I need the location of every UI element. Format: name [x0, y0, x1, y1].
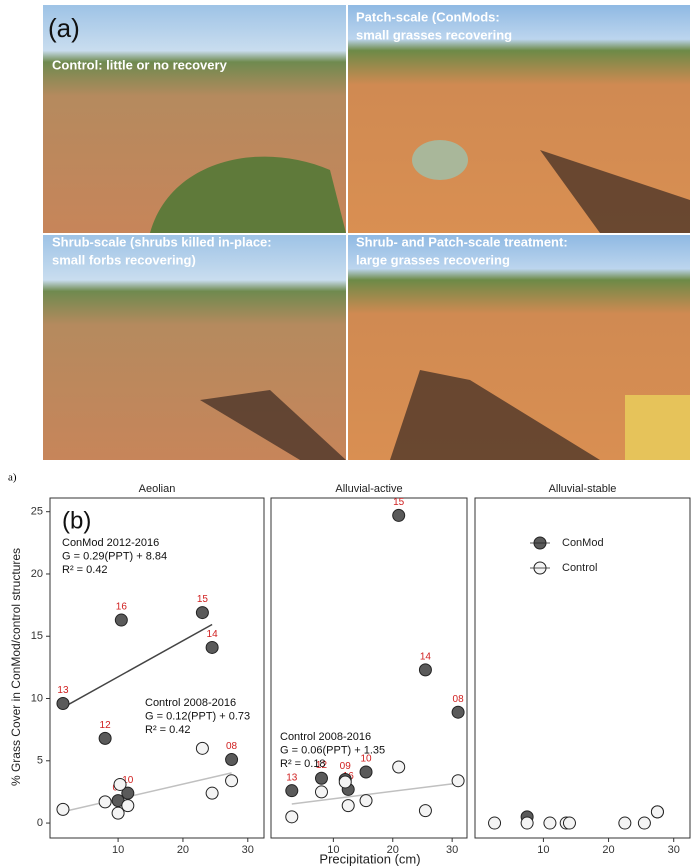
x-tick-label: 20 — [602, 844, 614, 856]
point — [452, 775, 464, 787]
x-tick-label: 30 — [668, 844, 680, 856]
y-tick-label: 0 — [37, 817, 43, 829]
point-label: 14 — [207, 629, 219, 640]
point-label: 15 — [393, 497, 405, 508]
point — [114, 778, 126, 790]
shrub — [412, 140, 468, 180]
point — [339, 776, 351, 788]
annotation: G = 0.29(PPT) + 8.84 — [62, 550, 167, 562]
point-label: 12 — [100, 720, 112, 731]
panel-label: (a) — [48, 13, 80, 43]
point — [196, 607, 208, 619]
x-tick-label: 20 — [177, 844, 189, 856]
annotation: Control 2008-2016 — [280, 731, 371, 743]
point — [489, 817, 501, 829]
point-label: 08 — [226, 741, 238, 752]
point — [226, 754, 238, 766]
panel-title: Alluvial-active — [335, 483, 402, 495]
photo-label: small forbs recovering) — [52, 252, 196, 267]
photo-label: Shrub-scale (shrubs killed in-place: — [52, 234, 272, 249]
annotation: R² = 0.42 — [62, 564, 108, 576]
point-label: 09 — [340, 761, 352, 772]
point — [544, 817, 556, 829]
point — [651, 806, 663, 818]
point — [521, 817, 533, 829]
point — [360, 795, 372, 807]
y-tick-label: 15 — [31, 630, 43, 642]
point — [619, 817, 631, 829]
y-axis-label: % Grass Cover in ConMod/control structur… — [9, 548, 23, 786]
point — [419, 805, 431, 817]
corner-label: a) — [8, 472, 17, 484]
point — [206, 787, 218, 799]
point — [57, 697, 69, 709]
legend-label: ConMod — [562, 537, 604, 549]
point — [286, 811, 298, 823]
point — [315, 772, 327, 784]
annotation: G = 0.06(PPT) + 1.35 — [280, 744, 385, 756]
photo-label: Patch-scale (ConMods: — [356, 9, 500, 24]
photo-label: small grasses recovering — [356, 27, 512, 42]
annotation: Control 2008-2016 — [145, 697, 236, 709]
point — [393, 509, 405, 521]
point — [342, 800, 354, 812]
point — [452, 706, 464, 718]
panel-title: Aeolian — [139, 483, 176, 495]
annotation: R² = 0.42 — [145, 724, 191, 736]
point — [99, 732, 111, 744]
point — [115, 614, 127, 626]
x-tick-label: 30 — [242, 844, 254, 856]
point-label: 13 — [286, 772, 298, 783]
point — [360, 766, 372, 778]
point — [563, 817, 575, 829]
point-label: 15 — [197, 594, 209, 605]
y-tick-label: 20 — [31, 568, 43, 580]
point — [206, 641, 218, 653]
y-tick-label: 10 — [31, 692, 43, 704]
board — [625, 395, 690, 460]
panel-label: (b) — [62, 507, 91, 534]
x-tick-label: 10 — [112, 844, 124, 856]
point-label: 13 — [57, 685, 69, 696]
legend-label: Control — [562, 562, 597, 574]
panel-title: Alluvial-stable — [549, 483, 617, 495]
point — [57, 803, 69, 815]
annotation: ConMod 2012-2016 — [62, 537, 159, 549]
x-tick-label: 10 — [327, 844, 339, 856]
point — [419, 664, 431, 676]
x-tick-label: 20 — [387, 844, 399, 856]
point-label: 08 — [453, 694, 465, 705]
point — [99, 796, 111, 808]
photo-panel: (a) — [43, 5, 690, 460]
x-tick-label: 10 — [537, 844, 549, 856]
point — [286, 785, 298, 797]
photo-label: Shrub- and Patch-scale treatment: — [356, 234, 568, 249]
point — [122, 800, 134, 812]
point-label: 16 — [116, 602, 128, 613]
point — [638, 817, 650, 829]
annotation: G = 0.12(PPT) + 0.73 — [145, 710, 250, 722]
figure: (a) Control: little or no recovery Patch-… — [0, 0, 692, 868]
point — [196, 742, 208, 754]
point — [393, 761, 405, 773]
photo-label: large grasses recovering — [356, 252, 510, 267]
annotation: R² = 0.18 — [280, 758, 326, 770]
x-tick-label: 30 — [446, 844, 458, 856]
photo-label: Control: little or no recovery — [52, 57, 228, 72]
y-tick-label: 25 — [31, 506, 43, 518]
point-label: 14 — [420, 652, 432, 663]
y-tick-label: 5 — [37, 755, 43, 767]
point — [315, 786, 327, 798]
point — [226, 775, 238, 787]
